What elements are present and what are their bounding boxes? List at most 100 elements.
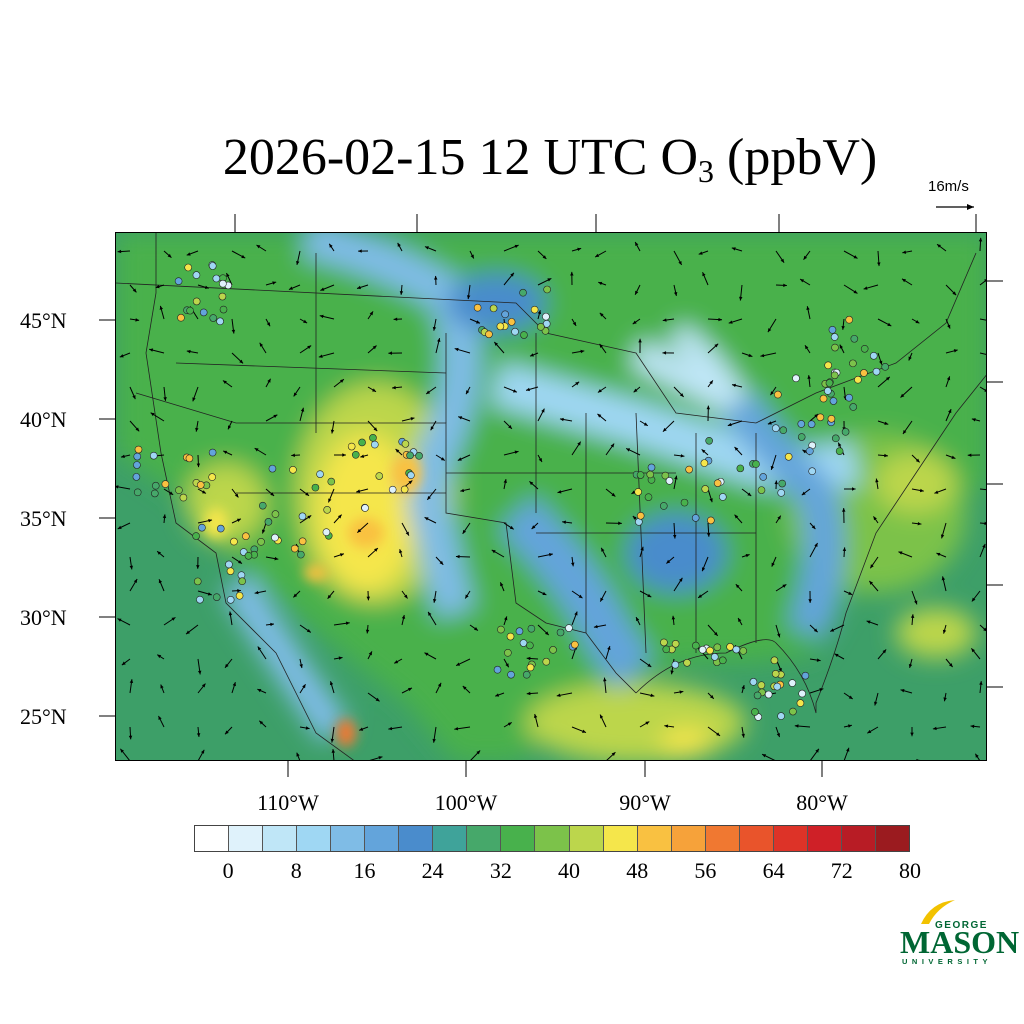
observation-site-dot — [792, 374, 800, 383]
wind-arrow — [163, 488, 174, 496]
wind-arrow — [369, 756, 383, 760]
wind-arrow — [606, 751, 616, 760]
wind-arrow — [571, 349, 585, 354]
wind-arrow — [258, 720, 267, 728]
observation-site-dot — [507, 318, 516, 326]
wind-arrow — [979, 318, 986, 321]
observation-site-dot — [698, 645, 707, 654]
wind-arrow — [799, 278, 811, 286]
observation-site-dot — [407, 471, 415, 480]
wind-arrow — [767, 420, 777, 425]
wind-arrow — [632, 318, 641, 325]
colorbar-swatch — [229, 826, 264, 851]
wind-arrow — [809, 658, 821, 662]
wind-arrow — [741, 684, 745, 694]
observation-site-dot — [192, 271, 201, 279]
wind-arrow — [597, 386, 607, 393]
wind-arrow — [391, 385, 403, 390]
wind-arrow — [771, 556, 777, 567]
wind-arrow — [843, 487, 856, 491]
wind-arrow — [330, 726, 335, 743]
wind-arrow — [737, 617, 743, 626]
observation-site-dot — [192, 532, 200, 540]
wind-arrow — [299, 624, 312, 633]
observation-site-dot — [829, 397, 838, 405]
wind-arrow — [537, 250, 547, 260]
observation-site-dot — [680, 498, 689, 507]
wind-arrow — [367, 420, 378, 432]
wind-arrow — [877, 250, 881, 267]
colorbar-swatch — [331, 826, 366, 851]
lat-label-35n: 35°N — [20, 506, 67, 531]
observation-site-dot — [208, 473, 216, 481]
wind-arrow — [902, 250, 913, 254]
wind-arrow — [299, 407, 305, 422]
wind-arrow — [222, 380, 233, 388]
wind-arrow — [367, 651, 373, 660]
lon-label-80w: 80°W — [796, 790, 848, 815]
observation-site-dot — [565, 624, 573, 632]
wind-arrow — [163, 250, 172, 258]
observation-site-dot — [726, 643, 734, 651]
wind-arrow — [971, 648, 981, 660]
observation-site-dot — [501, 310, 509, 319]
observation-site-dot — [208, 262, 217, 270]
wind-arrow — [741, 488, 752, 497]
observation-site-dot — [311, 483, 320, 492]
observation-site-dot — [736, 464, 745, 473]
map-title: 2026-02-15 12 UTC O3 (ppbV) — [0, 128, 1024, 201]
wind-arrow — [129, 318, 140, 322]
wind-arrow — [356, 488, 369, 493]
observation-site-dot — [271, 533, 279, 542]
observation-site-dot — [151, 489, 159, 498]
wind-arrow — [331, 749, 336, 760]
observation-site-dot — [850, 334, 859, 343]
observation-site-dot — [369, 434, 377, 442]
observation-site-dot — [807, 420, 816, 428]
wind-arrow — [525, 386, 539, 392]
observation-site-dot — [235, 591, 244, 600]
wind-arrow — [426, 488, 437, 501]
wind-arrow — [979, 488, 986, 491]
observation-site-dot — [713, 479, 722, 487]
wind-arrow — [809, 624, 818, 633]
title-units: (ppbV) — [714, 129, 878, 186]
wind-arrow — [503, 522, 514, 530]
wind-arrow — [634, 284, 641, 295]
wind-arrow — [570, 271, 574, 286]
observation-site-dot — [777, 489, 786, 497]
wind-arrow — [794, 724, 811, 728]
wind-arrow — [842, 508, 846, 524]
wind-arrow — [810, 748, 820, 760]
observation-site-dot — [218, 292, 227, 301]
wind-arrow — [503, 479, 507, 490]
observation-site-dot — [660, 638, 668, 647]
wind-arrow — [979, 521, 986, 526]
observation-site-dot — [816, 413, 825, 422]
wind-arrow — [155, 284, 165, 289]
wind-arrow — [367, 547, 379, 558]
wind-arrow — [571, 726, 587, 733]
wind-arrow — [945, 454, 956, 459]
wind-arrow — [529, 481, 539, 490]
observation-site-dot — [199, 308, 208, 317]
wind-arrow — [697, 590, 709, 599]
wind-arrow — [571, 590, 583, 599]
observation-site-dot — [257, 538, 265, 546]
observation-site-dot — [347, 442, 356, 451]
observation-site-dot — [375, 472, 384, 480]
observation-site-dot — [660, 502, 668, 510]
wind-arrow — [633, 386, 641, 393]
wind-arrow — [594, 250, 607, 258]
wind-arrow — [503, 420, 513, 430]
wind-arrow — [672, 522, 677, 539]
wind-arrow — [908, 352, 913, 361]
wind-arrow — [265, 281, 277, 286]
observation-site-dot — [543, 285, 551, 294]
wind-arrow — [843, 692, 853, 700]
observation-site-dot — [192, 297, 201, 306]
lat-label-40n: 40°N — [20, 407, 67, 432]
george-mason-logo: GEORGE MASON UNIVERSITY — [895, 898, 1019, 968]
observation-site-dot — [753, 691, 762, 700]
observation-site-dot — [226, 595, 235, 604]
